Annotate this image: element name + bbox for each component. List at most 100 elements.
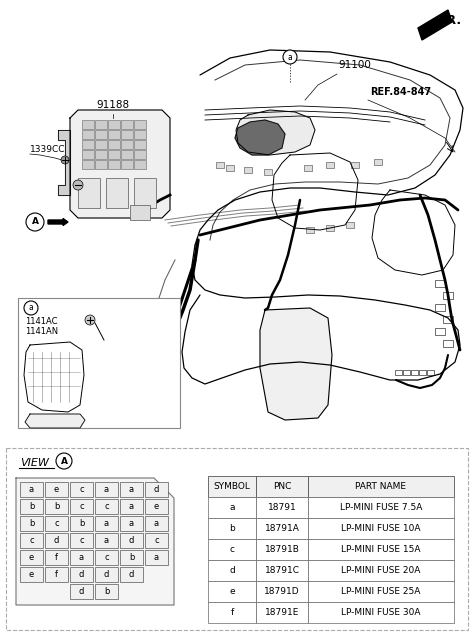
Bar [95, 567, 118, 582]
Text: d: d [54, 536, 59, 545]
Bar [70, 584, 93, 599]
Bar [70, 516, 93, 531]
Polygon shape [235, 120, 285, 155]
Bar [134, 140, 146, 149]
Text: 18791: 18791 [268, 503, 296, 512]
Bar [308, 581, 454, 602]
Bar [411, 370, 418, 375]
Text: f: f [55, 553, 58, 562]
Bar [346, 222, 354, 228]
Bar [130, 205, 150, 220]
Bar [256, 476, 308, 497]
Bar [145, 516, 168, 531]
Polygon shape [25, 414, 85, 428]
Text: a: a [288, 53, 292, 62]
Text: b: b [229, 524, 235, 533]
Bar [45, 567, 68, 582]
Bar [120, 482, 143, 497]
Text: b: b [54, 502, 59, 511]
Text: 91188: 91188 [96, 100, 129, 110]
Bar [121, 130, 133, 139]
Bar [121, 150, 133, 159]
Bar [121, 140, 133, 149]
Bar [306, 227, 314, 233]
Polygon shape [70, 110, 170, 218]
Bar [121, 160, 133, 169]
Bar [145, 482, 168, 497]
Bar [120, 499, 143, 514]
Text: a: a [28, 304, 33, 312]
Bar [95, 482, 118, 497]
Bar [95, 150, 107, 159]
Bar [208, 476, 256, 497]
Polygon shape [418, 10, 452, 40]
Bar [256, 602, 308, 623]
Bar [308, 560, 454, 581]
Bar [20, 516, 43, 531]
Bar [95, 516, 118, 531]
Circle shape [283, 50, 297, 64]
Bar [134, 160, 146, 169]
Bar [95, 584, 118, 599]
Bar [70, 499, 93, 514]
Bar [134, 120, 146, 129]
Text: LP-MINI FUSE 20A: LP-MINI FUSE 20A [341, 566, 421, 575]
Bar [351, 162, 359, 168]
Bar [108, 140, 120, 149]
Bar [208, 497, 256, 518]
Text: d: d [154, 485, 159, 494]
Bar [20, 550, 43, 565]
Bar [45, 550, 68, 565]
Bar [145, 499, 168, 514]
Text: LP-MINI FUSE 7.5A: LP-MINI FUSE 7.5A [340, 503, 422, 512]
Bar [145, 533, 168, 548]
Text: d: d [129, 570, 134, 579]
Text: 18791E: 18791E [265, 608, 299, 617]
Text: a: a [79, 553, 84, 562]
Bar [403, 370, 410, 375]
Bar [208, 539, 256, 560]
Circle shape [24, 301, 38, 315]
Bar [443, 316, 453, 323]
Bar [226, 165, 234, 171]
Text: e: e [54, 485, 59, 494]
Text: VIEW: VIEW [20, 458, 49, 468]
Text: LP-MINI FUSE 15A: LP-MINI FUSE 15A [341, 545, 421, 554]
Bar [427, 370, 434, 375]
Text: a: a [104, 536, 109, 545]
Bar [256, 539, 308, 560]
Bar [18, 298, 180, 428]
Text: d: d [79, 570, 84, 579]
Bar [20, 567, 43, 582]
Text: c: c [79, 485, 84, 494]
Text: a: a [129, 485, 134, 494]
Bar [121, 120, 133, 129]
Text: a: a [154, 519, 159, 528]
Bar [78, 178, 100, 208]
Text: 18791A: 18791A [264, 524, 300, 533]
Text: f: f [55, 570, 58, 579]
Bar [308, 602, 454, 623]
Text: 91100: 91100 [338, 60, 371, 70]
Text: 18791D: 18791D [264, 587, 300, 596]
Bar [134, 178, 156, 208]
Text: b: b [129, 553, 134, 562]
Text: PNC: PNC [273, 482, 291, 491]
Text: 1141AN: 1141AN [25, 327, 58, 336]
Text: c: c [229, 545, 235, 554]
Text: d: d [229, 566, 235, 575]
Text: a: a [229, 503, 235, 512]
Bar [70, 567, 93, 582]
Bar [95, 120, 107, 129]
Bar [106, 178, 128, 208]
Bar [134, 150, 146, 159]
Circle shape [61, 156, 69, 164]
Bar [95, 533, 118, 548]
Bar [264, 169, 272, 175]
Bar [244, 167, 252, 173]
Bar [304, 165, 312, 171]
Bar [82, 140, 94, 149]
Bar [435, 280, 445, 287]
Bar [256, 518, 308, 539]
Circle shape [56, 453, 72, 469]
